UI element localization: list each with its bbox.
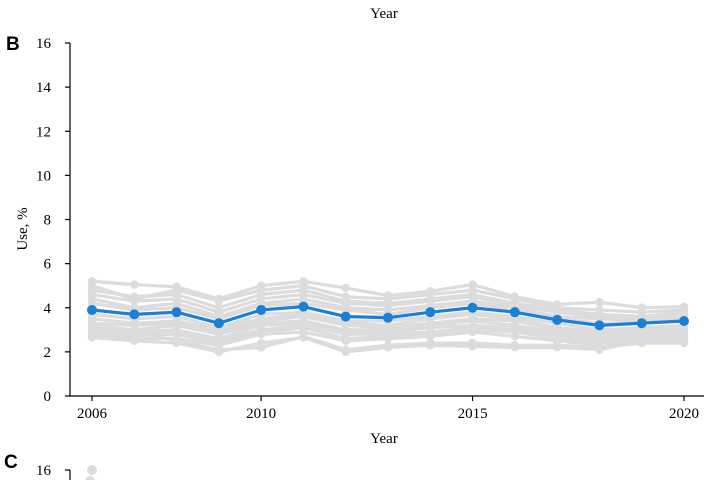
panel-c-point <box>85 476 95 480</box>
background-series-point <box>256 343 266 352</box>
background-series-point <box>552 341 562 350</box>
y-tick-label: 10 <box>36 168 51 184</box>
highlight-series-point <box>552 314 563 325</box>
highlight-series-point <box>256 304 267 315</box>
y-tick-label: 8 <box>44 213 52 229</box>
background-series-point <box>383 341 393 350</box>
y-tick-label: 16 <box>36 36 52 52</box>
background-series-point <box>130 280 139 289</box>
panel-c-ytick-16: 16 <box>36 463 52 479</box>
highlight-series-point <box>340 311 351 322</box>
background-series-point <box>426 332 435 341</box>
background-series-point <box>214 296 224 306</box>
y-tick-label: 6 <box>44 257 52 273</box>
panel-c-point <box>87 465 97 475</box>
highlight-series-point <box>425 307 436 318</box>
background-series-point <box>341 336 350 346</box>
background-series-point <box>510 341 520 350</box>
highlight-series-point <box>171 307 182 318</box>
highlight-series-point <box>383 312 393 323</box>
y-ticks: 0 2 4 6 8 10 12 14 16 <box>36 36 70 405</box>
y-tick-label: 2 <box>44 345 52 361</box>
background-series-point <box>341 283 350 293</box>
highlight-series-point <box>467 302 478 313</box>
background-series-point <box>87 323 97 332</box>
y-tick-label: 4 <box>44 301 52 317</box>
highlight-series-point <box>298 301 309 312</box>
highlight-series-point <box>213 318 224 329</box>
background-series-point <box>172 336 181 346</box>
highlight-series-point <box>509 307 520 318</box>
background-series-point <box>87 333 97 342</box>
panel-label-b: B <box>6 34 20 55</box>
x-tick-label: 2020 <box>669 406 699 422</box>
x-tick-label: 2010 <box>246 406 276 422</box>
background-series-point <box>595 298 604 307</box>
background-series-point <box>130 296 139 306</box>
panel-label-c: C <box>4 452 18 473</box>
highlight-series-point <box>679 315 689 326</box>
background-series-point <box>679 338 689 348</box>
highlight-series-point <box>129 309 140 320</box>
highlight-series-point <box>594 320 605 331</box>
background-series-point <box>383 334 393 343</box>
background-series-point <box>510 332 520 341</box>
highlight-series-group <box>87 301 689 331</box>
background-series-point <box>595 343 604 352</box>
background-series-point <box>341 345 350 354</box>
x-axis-label: Year <box>370 431 398 447</box>
background-series-point <box>214 345 224 354</box>
highlight-series-point <box>636 318 647 329</box>
y-tick-label: 12 <box>36 124 51 140</box>
x-ticks: 2006 2010 2015 2020 <box>77 396 699 422</box>
y-tick-label: 0 <box>44 389 52 405</box>
background-series-point <box>130 336 139 346</box>
panel-c-marks <box>85 465 97 480</box>
background-series-point <box>468 327 477 337</box>
background-series-point <box>637 338 646 348</box>
x-tick-label: 2015 <box>458 406 488 422</box>
background-series-point <box>130 327 139 337</box>
background-series-point <box>299 332 308 341</box>
x-tick-label: 2006 <box>77 406 108 422</box>
background-series-point <box>468 338 477 348</box>
y-tick-label: 14 <box>36 80 52 96</box>
top-x-axis-label: Year <box>370 6 398 22</box>
background-series-point <box>426 338 435 348</box>
highlight-series-point <box>87 304 97 315</box>
background-series-point <box>256 330 266 339</box>
y-axis-label: Use, % <box>15 207 31 250</box>
